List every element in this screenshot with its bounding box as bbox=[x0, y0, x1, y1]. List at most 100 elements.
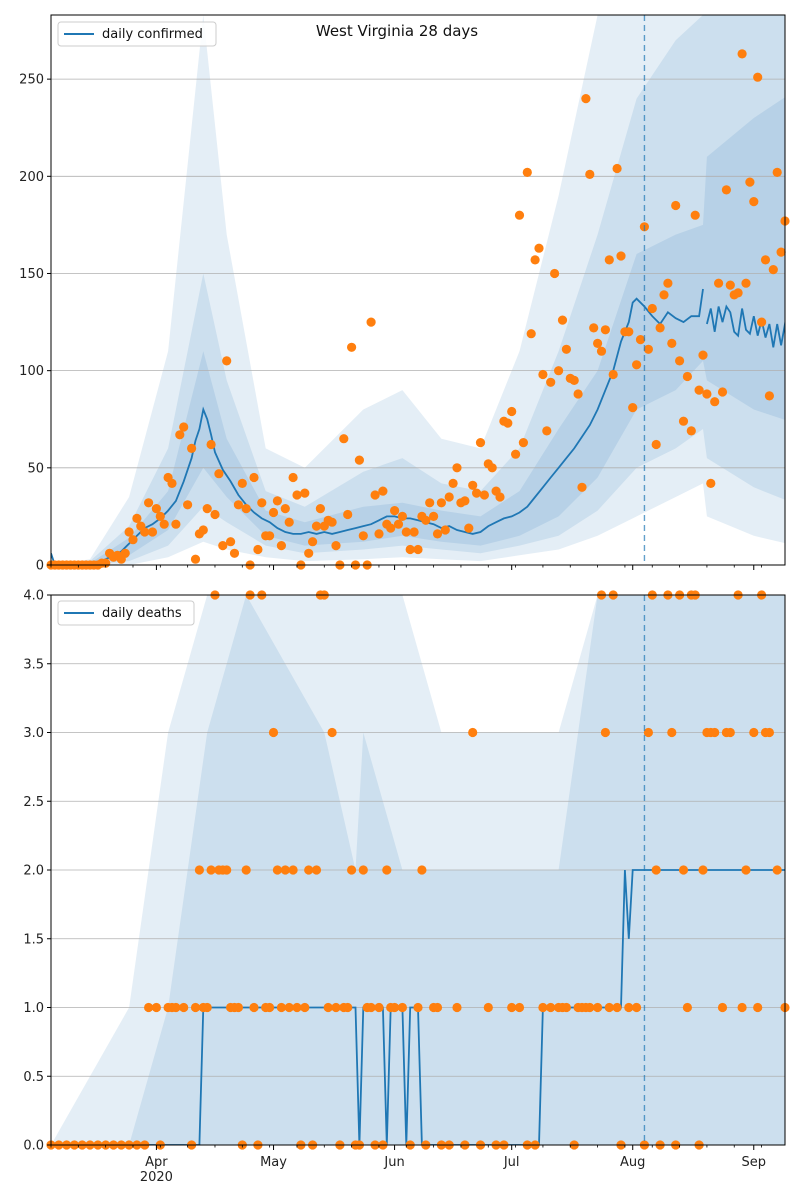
y-tick-label: 0 bbox=[36, 559, 44, 574]
data-point bbox=[304, 548, 314, 558]
data-point bbox=[717, 387, 728, 397]
data-point bbox=[561, 344, 572, 354]
data-point bbox=[475, 438, 486, 448]
data-point bbox=[714, 278, 724, 288]
data-point bbox=[776, 247, 786, 257]
series-line bbox=[51, 869, 785, 1145]
x-tick-label: 2020 bbox=[140, 1170, 173, 1185]
data-point bbox=[585, 1002, 595, 1013]
data-point bbox=[612, 1002, 622, 1013]
data-point bbox=[628, 403, 638, 413]
data-point bbox=[354, 455, 364, 465]
data-point bbox=[659, 290, 669, 300]
data-point bbox=[682, 371, 693, 382]
data-point bbox=[144, 498, 154, 508]
data-point bbox=[452, 1002, 462, 1013]
deaths-legend: daily deaths bbox=[57, 600, 195, 626]
series-line bbox=[51, 288, 704, 565]
data-point bbox=[694, 385, 704, 395]
data-point bbox=[675, 356, 685, 366]
data-point bbox=[538, 369, 548, 380]
data-point bbox=[229, 548, 240, 558]
data-point bbox=[280, 504, 290, 514]
data-point bbox=[265, 531, 275, 541]
confirmed-legend: daily confirmed bbox=[57, 21, 217, 47]
data-point bbox=[702, 389, 712, 399]
data-point bbox=[397, 511, 407, 521]
x-tick-label: Apr bbox=[145, 1155, 168, 1170]
data-point bbox=[585, 169, 595, 179]
data-point bbox=[452, 463, 462, 473]
data-point bbox=[233, 1002, 243, 1013]
data-point bbox=[358, 531, 368, 541]
data-point bbox=[167, 478, 177, 488]
data-point bbox=[546, 377, 556, 387]
data-point bbox=[257, 498, 267, 508]
data-point bbox=[284, 1002, 294, 1013]
data-point bbox=[546, 1002, 556, 1013]
data-point bbox=[429, 511, 439, 521]
data-point bbox=[667, 727, 677, 738]
data-point bbox=[600, 727, 611, 738]
data-point bbox=[241, 865, 251, 875]
data-point bbox=[405, 544, 415, 555]
data-point bbox=[651, 865, 661, 875]
data-point bbox=[503, 418, 513, 428]
data-point bbox=[241, 504, 251, 514]
uncertainty-band-3 bbox=[51, 15, 785, 565]
y-tick-label: 4.0 bbox=[23, 589, 44, 604]
data-point bbox=[507, 1002, 517, 1013]
data-point bbox=[304, 865, 314, 875]
data-point bbox=[343, 1002, 353, 1013]
data-point bbox=[589, 323, 599, 333]
data-point bbox=[386, 523, 396, 533]
data-point bbox=[272, 496, 282, 506]
data-point bbox=[202, 1002, 212, 1013]
data-point bbox=[472, 488, 482, 498]
data-point bbox=[144, 1002, 154, 1013]
data-point bbox=[124, 527, 134, 537]
data-point bbox=[522, 167, 532, 177]
data-point bbox=[374, 1002, 384, 1013]
data-point bbox=[643, 344, 654, 354]
data-point bbox=[179, 422, 189, 432]
data-point bbox=[764, 391, 775, 401]
data-point bbox=[581, 94, 591, 104]
data-point bbox=[468, 480, 478, 490]
data-point bbox=[487, 463, 497, 473]
data-point bbox=[175, 430, 185, 440]
data-point bbox=[737, 1002, 747, 1013]
data-point bbox=[151, 1002, 161, 1013]
data-point bbox=[194, 865, 204, 875]
data-point bbox=[187, 443, 197, 453]
data-point bbox=[460, 496, 470, 506]
data-point bbox=[678, 865, 689, 875]
data-point bbox=[569, 375, 579, 385]
x-tick-label: May bbox=[260, 1155, 287, 1170]
data-point bbox=[308, 537, 318, 547]
data-point bbox=[179, 1002, 189, 1013]
data-point bbox=[311, 865, 322, 875]
data-point bbox=[604, 255, 614, 265]
uncertainty-band-1 bbox=[51, 97, 785, 565]
data-point bbox=[171, 1002, 181, 1013]
data-point bbox=[534, 243, 544, 253]
y-tick-label: 200 bbox=[19, 170, 44, 185]
data-point bbox=[237, 478, 247, 488]
data-point bbox=[608, 369, 618, 380]
legend-label-confirmed: daily confirmed bbox=[102, 27, 203, 42]
data-point bbox=[393, 519, 404, 529]
data-point bbox=[530, 255, 540, 265]
data-point bbox=[710, 727, 720, 738]
data-point bbox=[210, 509, 220, 520]
data-point bbox=[374, 529, 384, 539]
data-point bbox=[409, 527, 419, 537]
data-point bbox=[468, 727, 478, 738]
data-point bbox=[663, 278, 673, 288]
data-point bbox=[222, 356, 232, 366]
data-point bbox=[600, 325, 611, 335]
confirmed-uncertainty-bands bbox=[51, 15, 785, 565]
